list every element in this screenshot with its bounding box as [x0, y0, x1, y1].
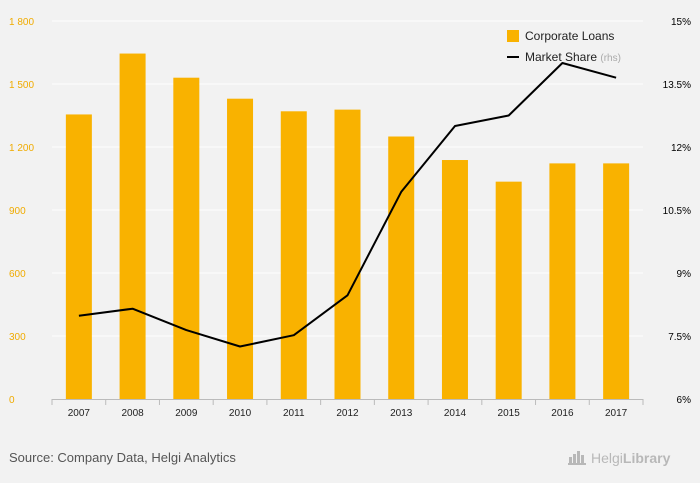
market-share-line [78, 62, 617, 348]
legend-label: Market Share (rhs) [525, 50, 621, 64]
x-tick-label: 2008 [121, 408, 144, 419]
bar [119, 53, 146, 400]
x-tick-label: 2011 [283, 408, 305, 419]
legend-swatch-bar [507, 30, 519, 42]
right-tick-label: 9% [677, 269, 692, 280]
x-tick-label: 2014 [444, 408, 467, 419]
left-tick-label: 1 800 [9, 17, 34, 28]
left-tick-label: 600 [9, 269, 26, 280]
left-tick-label: 1 500 [9, 80, 34, 91]
bar [603, 163, 630, 399]
left-tick-label: 1 200 [9, 143, 34, 154]
left-tick-label: 0 [9, 395, 15, 406]
bar [441, 160, 468, 399]
brand-bold: Library [622, 450, 671, 466]
x-tick-label: 2017 [605, 408, 628, 419]
bar [227, 98, 254, 399]
bar [65, 114, 92, 399]
x-tick-label: 2007 [68, 408, 91, 419]
right-tick-label: 13.5% [663, 80, 691, 91]
chart: 0 300 600 900 1 200 1 500 1 800 6% 7.5% 9% 10.5% 12… [9, 17, 692, 419]
brand-regular: Helgi [591, 450, 623, 466]
bar [173, 77, 200, 399]
bar [495, 181, 522, 399]
bar [388, 136, 415, 399]
left-tick-label: 300 [9, 332, 26, 343]
x-tick-label: 2012 [336, 408, 359, 419]
left-tick-label: 900 [9, 206, 26, 217]
x-tick-label: 2009 [175, 408, 198, 419]
legend-label: Corporate Loans [525, 29, 614, 43]
right-tick-label: 6% [677, 395, 692, 406]
x-tick-label: 2013 [390, 408, 413, 419]
bar [549, 163, 576, 399]
right-tick-label: 10.5% [663, 206, 691, 217]
building-icon [568, 451, 586, 465]
brand-logo: HelgiLibrary [568, 450, 670, 466]
bar [334, 109, 361, 400]
legend-suffix: (rhs) [600, 53, 621, 64]
source-note: Source: Company Data, Helgi Analytics [9, 450, 236, 465]
x-tick-label: 2016 [551, 408, 574, 419]
bar [280, 111, 307, 400]
right-tick-label: 12% [671, 143, 691, 154]
right-tick-label: 7.5% [668, 332, 691, 343]
x-tick-label: 2010 [229, 408, 252, 419]
right-tick-label: 15% [671, 17, 691, 28]
x-tick-label: 2015 [498, 408, 521, 419]
